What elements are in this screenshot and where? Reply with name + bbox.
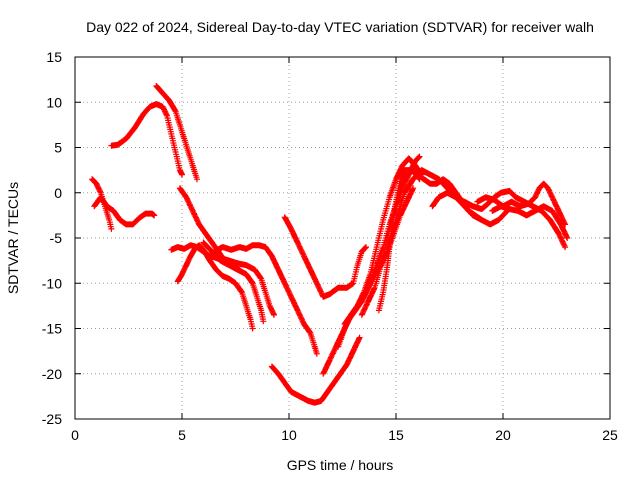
series-arc-8 [200,239,267,325]
x-tick-label: 5 [178,427,186,443]
series-arc-7 [174,242,256,332]
series-arc-20 [474,180,569,228]
data-point-markers [211,242,320,357]
y-tick-label: 5 [54,140,62,156]
data-point-markers [217,254,277,318]
y-tick-label: -5 [50,230,63,246]
data-point-markers [108,101,185,178]
data-point-markers [489,203,571,241]
y-tick-label: 15 [46,49,62,65]
data-point-markers [174,242,256,332]
data-point-markers [268,334,363,406]
data-point-markers [200,239,267,325]
data-point-markers [153,83,200,183]
marks-layer [89,83,571,406]
grid-layer [75,57,610,419]
series-arc-15 [341,155,425,327]
data-point-markers [474,180,569,228]
series-arc-4 [153,83,200,183]
ticks-layer: 0 5 10 15 20 25 15 10 5 0 -5 -10 -15 -20 -25 [42,49,618,443]
y-tick-label: 10 [46,94,62,110]
series-arc-9 [217,254,277,318]
series-arc-21 [489,203,571,241]
series-arc-3 [108,101,185,178]
x-tick-label: 25 [602,427,618,443]
series-arc-12 [281,214,369,300]
data-point-markers [341,155,425,327]
y-tick-label: -25 [42,411,62,427]
series-arc-2 [91,194,158,228]
y-tick-label: -20 [42,366,62,382]
y-axis-label: SDTVAR / TECUs [5,182,21,294]
chart-title: Day 022 of 2024, Sidereal Day-to-day VTE… [86,19,594,35]
x-tick-label: 0 [71,427,79,443]
series-arc-11 [268,334,363,406]
x-axis-label: GPS time / hours [287,457,394,473]
y-tick-label: -10 [42,275,62,291]
data-point-markers [91,194,158,228]
x-tick-label: 15 [388,427,404,443]
x-tick-label: 10 [281,427,297,443]
series-arc-10 [211,242,320,357]
x-tick-label: 20 [495,427,511,443]
data-point-markers [281,214,369,300]
y-tick-label: -15 [42,321,62,337]
y-tick-label: 0 [54,185,62,201]
